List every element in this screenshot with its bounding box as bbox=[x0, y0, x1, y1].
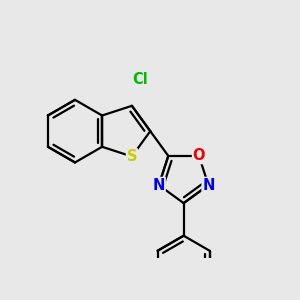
Text: N: N bbox=[202, 178, 214, 193]
Text: Cl: Cl bbox=[133, 72, 148, 87]
Text: O: O bbox=[193, 148, 205, 164]
Text: S: S bbox=[127, 149, 137, 164]
Text: N: N bbox=[153, 178, 165, 193]
